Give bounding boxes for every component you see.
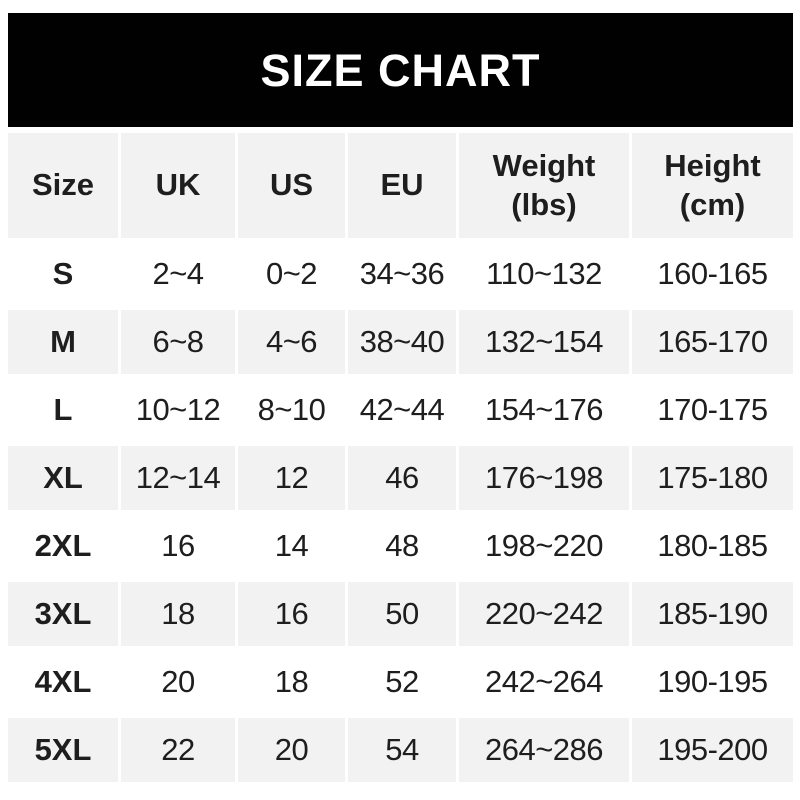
table-cell: 176~198 bbox=[459, 446, 629, 510]
row-size-label: 2XL bbox=[8, 514, 118, 578]
table-cell: 198~220 bbox=[459, 514, 629, 578]
row-size-label: L bbox=[8, 378, 118, 442]
table-cell: 185-190 bbox=[632, 582, 793, 646]
table-cell: 46 bbox=[348, 446, 456, 510]
page-title: SIZE CHART bbox=[260, 44, 541, 96]
table-cell: 110~132 bbox=[459, 242, 629, 306]
column-header-label: US bbox=[269, 167, 314, 203]
column-header-sublabel: (cm) bbox=[679, 186, 746, 222]
column-header-label: EU bbox=[380, 167, 424, 203]
table-cell: 54 bbox=[348, 718, 456, 782]
table-cell: 132~154 bbox=[459, 310, 629, 374]
table-cell: 18 bbox=[238, 650, 345, 714]
table-cell: 195-200 bbox=[632, 718, 793, 782]
row-size-label: 4XL bbox=[8, 650, 118, 714]
table-cell: 12 bbox=[238, 446, 345, 510]
size-chart-table: Size UK US EU Weight (lbs) Height (cm) S… bbox=[8, 133, 793, 782]
table-cell: 22 bbox=[121, 718, 235, 782]
table-cell: 16 bbox=[121, 514, 235, 578]
table-cell: 38~40 bbox=[348, 310, 456, 374]
table-cell: 16 bbox=[238, 582, 345, 646]
column-header-size: Size bbox=[8, 133, 118, 238]
table-cell: 20 bbox=[121, 650, 235, 714]
row-size-label: XL bbox=[8, 446, 118, 510]
table-cell: 180-185 bbox=[632, 514, 793, 578]
table-cell: 165-170 bbox=[632, 310, 793, 374]
table-cell: 170-175 bbox=[632, 378, 793, 442]
column-header-label: Height bbox=[664, 147, 761, 183]
table-cell: 50 bbox=[348, 582, 456, 646]
title-banner: SIZE CHART bbox=[8, 13, 793, 127]
table-cell: 175-180 bbox=[632, 446, 793, 510]
column-header-label: Weight bbox=[492, 147, 596, 183]
column-header-weight: Weight (lbs) bbox=[459, 133, 629, 238]
row-size-label: S bbox=[8, 242, 118, 306]
table-cell: 10~12 bbox=[121, 378, 235, 442]
table-cell: 18 bbox=[121, 582, 235, 646]
column-header-us: US bbox=[238, 133, 345, 238]
row-size-label: 3XL bbox=[8, 582, 118, 646]
row-size-label: M bbox=[8, 310, 118, 374]
row-size-label: 5XL bbox=[8, 718, 118, 782]
table-cell: 14 bbox=[238, 514, 345, 578]
column-header-label: UK bbox=[155, 167, 201, 203]
table-cell: 52 bbox=[348, 650, 456, 714]
column-header-height: Height (cm) bbox=[632, 133, 793, 238]
table-cell: 0~2 bbox=[238, 242, 345, 306]
column-header-sublabel: (lbs) bbox=[511, 186, 577, 222]
table-cell: 4~6 bbox=[238, 310, 345, 374]
table-cell: 190-195 bbox=[632, 650, 793, 714]
table-cell: 154~176 bbox=[459, 378, 629, 442]
column-header-label: Size bbox=[31, 167, 95, 203]
table-cell: 34~36 bbox=[348, 242, 456, 306]
table-cell: 48 bbox=[348, 514, 456, 578]
table-cell: 220~242 bbox=[459, 582, 629, 646]
column-header-eu: EU bbox=[348, 133, 456, 238]
table-cell: 2~4 bbox=[121, 242, 235, 306]
table-cell: 12~14 bbox=[121, 446, 235, 510]
table-cell: 242~264 bbox=[459, 650, 629, 714]
table-cell: 160-165 bbox=[632, 242, 793, 306]
table-cell: 6~8 bbox=[121, 310, 235, 374]
column-header-uk: UK bbox=[121, 133, 235, 238]
table-cell: 20 bbox=[238, 718, 345, 782]
table-cell: 42~44 bbox=[348, 378, 456, 442]
table-cell: 264~286 bbox=[459, 718, 629, 782]
table-cell: 8~10 bbox=[238, 378, 345, 442]
